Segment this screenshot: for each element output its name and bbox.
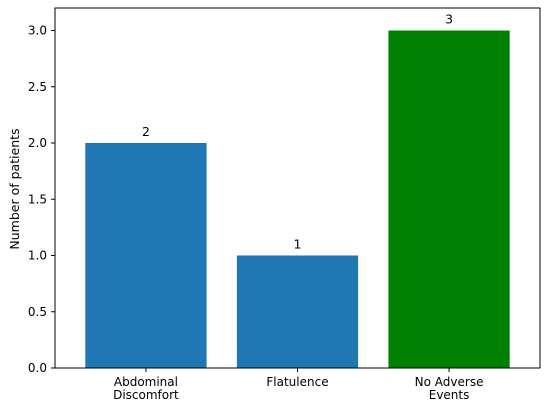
bars-layer: 2 1 3 <box>85 12 510 368</box>
y-tick-label-5: 2.5 <box>28 80 47 94</box>
bar-2 <box>388 30 510 368</box>
x-tick-label-0-line-1: Discomfort <box>113 388 179 402</box>
plot-frame <box>54 7 541 369</box>
x-tick-label-1-line-0: Flatulence <box>266 375 328 389</box>
x-tick-label-2-line-0: No Adverse <box>415 375 484 389</box>
x-tick-label-1: Flatulence <box>266 375 328 389</box>
x-tick-label-2-line-1: Events <box>429 388 470 402</box>
data-label-0: 2 <box>142 124 150 139</box>
bar-0 <box>85 143 207 368</box>
y-tick-label-6: 3.0 <box>28 24 47 38</box>
y-tick-label-2: 1.0 <box>28 249 47 263</box>
y-tick-label-0: 0.0 <box>28 361 47 375</box>
y-axis-label: Number of patients <box>7 128 22 249</box>
y-tick-label-4: 2.0 <box>28 136 47 150</box>
x-tick-label-0-line-0: Abdominal <box>114 375 178 389</box>
bar-1 <box>236 255 359 368</box>
data-label-1: 1 <box>294 237 302 252</box>
y-tick-label-3: 1.5 <box>28 192 47 206</box>
y-tick-label-1: 0.5 <box>28 305 47 319</box>
y-ticks-layer: 0.0 0.5 1.0 1.5 2.0 2.5 3.0 <box>28 24 55 375</box>
data-label-2: 3 <box>445 12 453 27</box>
